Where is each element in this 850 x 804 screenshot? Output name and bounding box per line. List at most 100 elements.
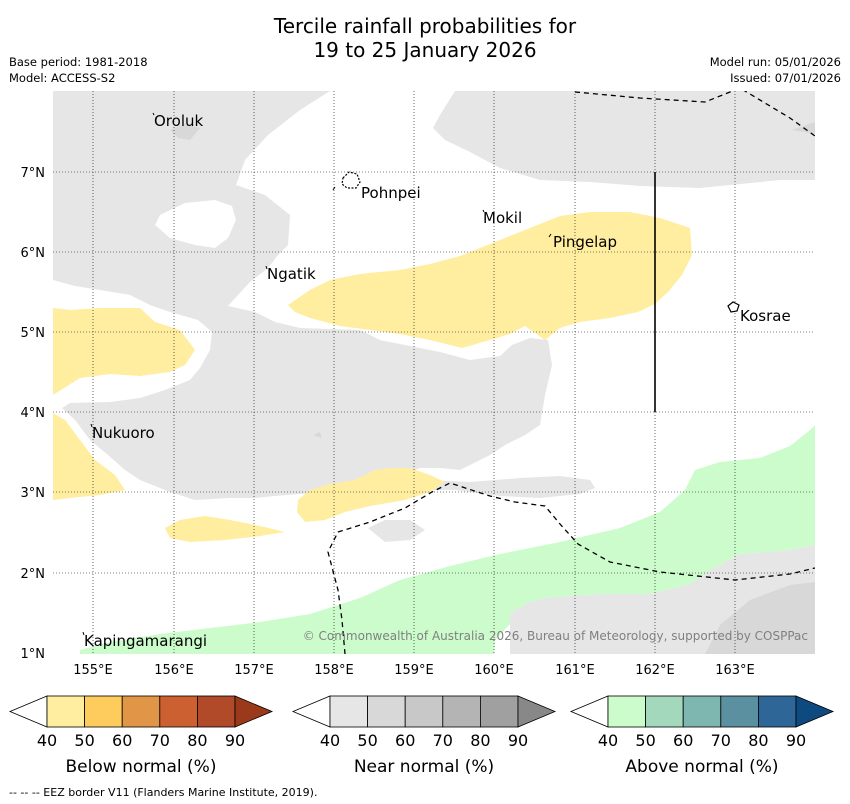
legend-near-normal: 40 50 60 70 80 90 Near normal (%): [291, 695, 557, 777]
meta-left: Base period: 1981-2018 Model: ACCESS-S2: [9, 54, 148, 86]
below-normal-region-southwest: [53, 413, 125, 500]
pohnpei-island: [341, 171, 361, 189]
near-normal-region-southeast-darker: [705, 582, 815, 654]
eez-footnote: -- -- -- EEZ border V11 (Flanders Marine…: [9, 786, 318, 799]
legend-below-swatch: [121, 695, 161, 728]
legend-above-low-arrow: [569, 695, 609, 728]
legend-near-tick: 90: [508, 731, 528, 750]
legend-near-tick: 50: [357, 731, 377, 750]
legend-below-tick: 60: [112, 731, 132, 750]
lat-tick: 5°N: [21, 326, 46, 341]
legend-below-title: Below normal (%): [66, 757, 217, 777]
lon-tick: 162°E: [635, 663, 675, 678]
near-normal-tiny-1: [170, 124, 200, 140]
title-line-1: Tercile rainfall probabilities for: [273, 14, 577, 38]
legend-near-swatch: [367, 695, 406, 728]
atoll-markers: [82, 112, 552, 636]
below-normal-region-west: [53, 308, 195, 395]
copyright-notice: © Commonwealth of Australia 2026, Bureau…: [303, 629, 808, 643]
legend-above-normal: 40 50 60 70 80 90 Above normal (%): [569, 695, 835, 777]
legend-below-tick: 80: [187, 731, 207, 750]
lon-tick: 163°E: [715, 663, 755, 678]
legend-above-tick: 70: [711, 731, 731, 750]
legend-above-swatch: [758, 695, 797, 728]
lat-tick: 2°N: [21, 567, 46, 582]
legend-above-tick: 50: [635, 731, 655, 750]
lat-tick: 3°N: [21, 486, 46, 501]
label-pingelap: Pingelap: [553, 233, 617, 251]
legend-above-tick: 90: [786, 731, 806, 750]
near-normal-hole: [155, 200, 236, 248]
legend-near-tick: 40: [320, 731, 340, 750]
legend-below-swatch: [196, 695, 236, 728]
longitude-axis: 155°E 156°E 157°E 158°E 159°E 160°E 161°…: [73, 663, 755, 678]
base-period: Base period: 1981-2018: [9, 55, 148, 69]
legend-near-swatch: [404, 695, 444, 728]
legend-near-title: Near normal (%): [354, 757, 494, 777]
legend-near-low-arrow: [291, 695, 331, 728]
lon-tick: 159°E: [394, 663, 434, 678]
legend-below-tick: 70: [150, 731, 170, 750]
legend-near-swatch: [442, 695, 481, 728]
legend-below-swatch: [84, 695, 123, 728]
legend-near-tick: 70: [433, 731, 453, 750]
legend-below-tick: 40: [37, 731, 57, 750]
near-normal-tiny-3: [313, 432, 322, 438]
legend-above-swatch: [645, 695, 684, 728]
lat-tick: 6°N: [21, 246, 46, 261]
label-kosrae: Kosrae: [740, 307, 791, 325]
model-name: Model: ACCESS-S2: [9, 71, 116, 85]
map-area: Oroluk Pohnpei Mokil Pingelap Ngatik Kos…: [53, 91, 815, 654]
lon-tick: 160°E: [474, 663, 514, 678]
legend-below-tick: 90: [225, 731, 245, 750]
legend-near-swatch: [329, 695, 368, 728]
lat-tick: 1°N: [21, 647, 46, 662]
label-ngatik: Ngatik: [267, 265, 316, 283]
kosrae-island: [727, 301, 740, 313]
eez-border: [327, 91, 815, 654]
below-normal-region-south-2: [165, 516, 285, 542]
legend-below-swatch: [46, 695, 85, 728]
issued-date: Issued: 07/01/2026: [730, 71, 841, 85]
legend-near-tick: 60: [395, 731, 415, 750]
legend-below-high-arrow: [234, 695, 274, 728]
map-title: Tercile rainfall probabilities for 19 to…: [0, 14, 850, 62]
legend-above-swatch: [607, 695, 646, 728]
above-normal-region: [80, 425, 815, 654]
legend-near-tick: 80: [470, 731, 490, 750]
meta-right: Model run: 05/01/2026 Issued: 07/01/2026: [710, 54, 841, 86]
legend-below-swatch: [159, 695, 198, 728]
legend-below-normal: 40 50 60 70 80 90 Below normal (%): [8, 695, 274, 777]
legend-below-tick: 50: [74, 731, 94, 750]
legend-below-low-arrow: [8, 695, 48, 728]
legend-above-tick: 60: [673, 731, 693, 750]
legend-above-swatch: [720, 695, 759, 728]
lat-tick: 7°N: [21, 166, 46, 181]
model-run: Model run: 05/01/2026: [709, 55, 841, 69]
lon-tick: 157°E: [234, 663, 274, 678]
label-kapingamarangi: Kapingamarangi: [84, 632, 207, 650]
below-normal-region-central: [288, 212, 692, 348]
lon-tick: 158°E: [314, 663, 354, 678]
latitude-axis: 7°N 6°N 5°N 4°N 3°N 2°N 1°N: [21, 166, 46, 662]
label-nukuoro: Nukuoro: [92, 424, 155, 442]
legend-near-high-arrow: [517, 695, 557, 728]
legend-above-high-arrow: [795, 695, 835, 728]
label-oroluk: Oroluk: [154, 112, 203, 130]
lat-tick: 4°N: [21, 406, 46, 421]
near-normal-blob-small: [368, 520, 425, 542]
label-pohnpei: Pohnpei: [361, 184, 421, 202]
legend-above-title: Above normal (%): [625, 757, 778, 777]
legend-above-tick: 40: [598, 731, 618, 750]
near-normal-region-north: [433, 91, 815, 188]
lon-tick: 155°E: [73, 663, 113, 678]
label-mokil: Mokil: [483, 209, 522, 227]
legend-near-swatch: [479, 695, 519, 728]
near-normal-region-west: [53, 91, 595, 500]
title-line-2: 19 to 25 January 2026: [313, 38, 537, 62]
pohnpei-islet: [332, 186, 336, 191]
legend-above-swatch: [682, 695, 722, 728]
legend-above-tick: 80: [748, 731, 768, 750]
lon-tick: 156°E: [154, 663, 194, 678]
